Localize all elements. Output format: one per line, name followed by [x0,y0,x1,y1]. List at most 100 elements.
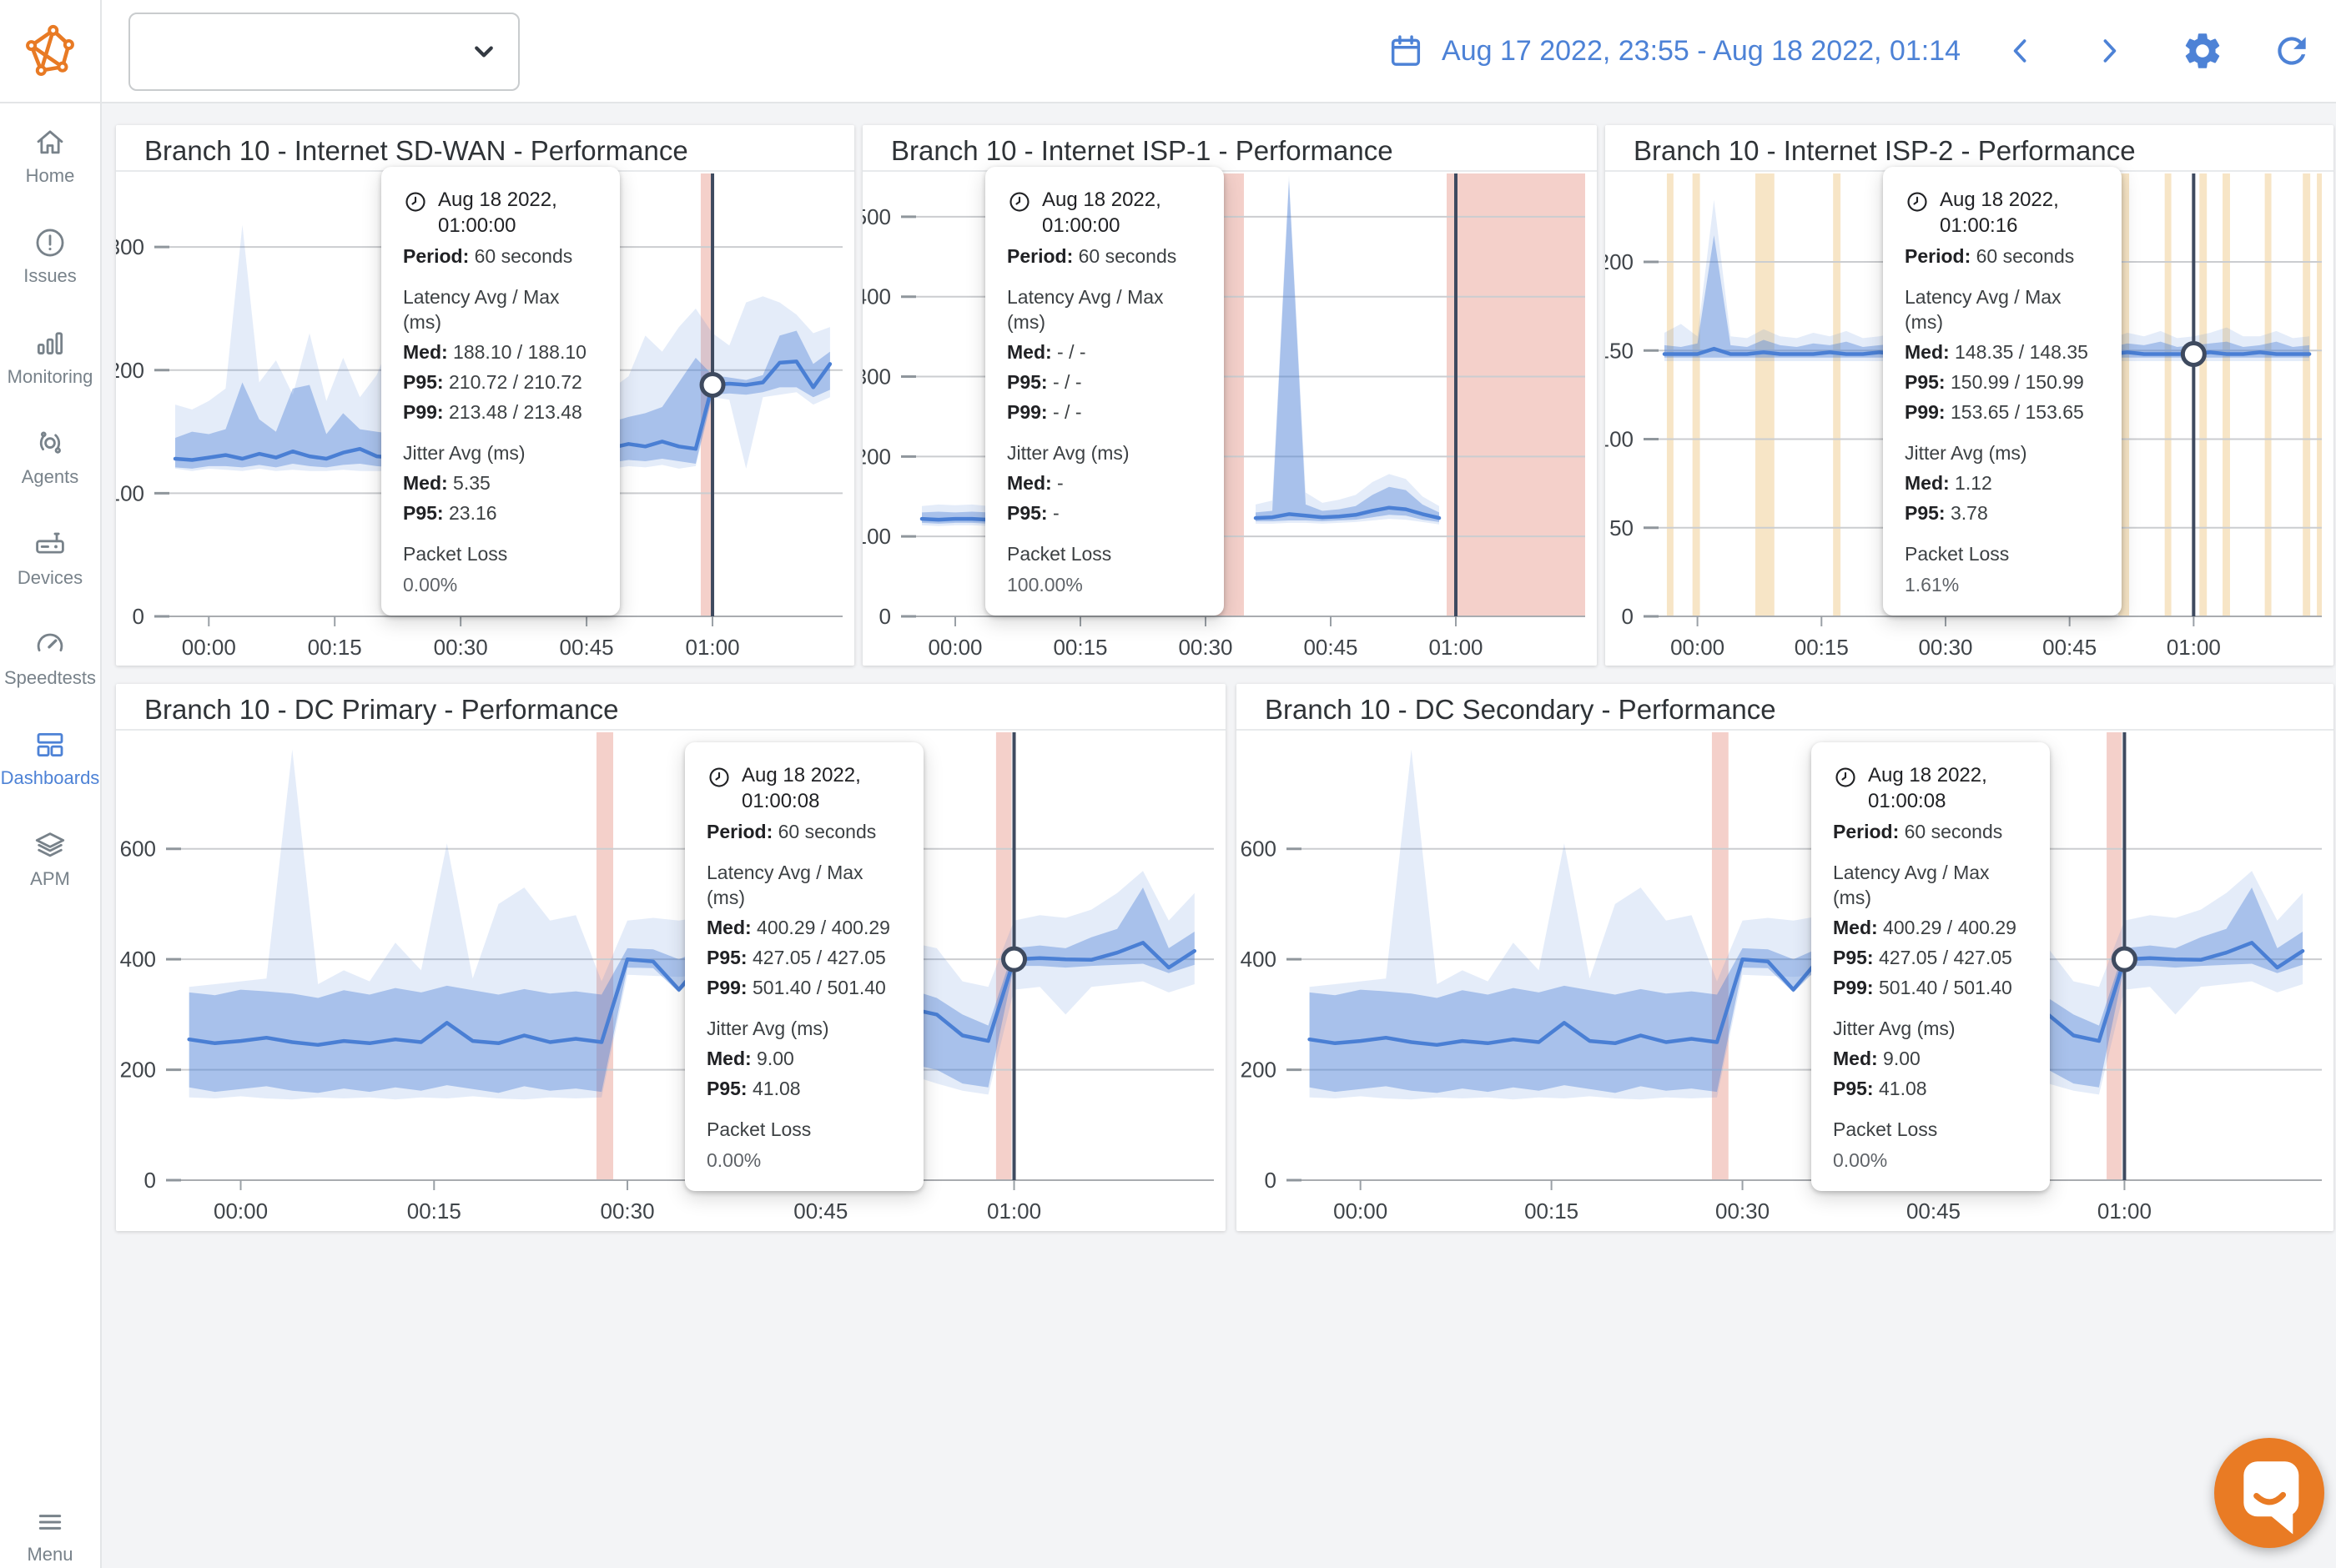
sidebar-item-issues[interactable]: Issues [0,225,100,287]
y-axis-label: 0 [879,604,891,629]
packet-loss-band-warning [2264,173,2272,616]
y-axis-label: 200 [1241,1058,1276,1083]
tooltip-metric-row: P95: 41.08 [707,1078,801,1099]
chevron-right-icon[interactable] [2091,33,2127,69]
tooltip-metric-row: P99: 501.40 / 501.40 [707,977,886,998]
x-axis-label: 00:30 [1715,1199,1770,1224]
tooltip-packet-loss-value: 0.00% [1833,1149,1888,1171]
x-axis-label: 00:30 [434,635,488,660]
y-axis-label: 200 [120,1058,156,1083]
tooltip-metric-row: P95: 427.05 / 427.05 [707,947,886,968]
tooltip-section-header: Jitter Avg (ms) [707,1018,829,1039]
tooltip-section-header: Jitter Avg (ms) [1905,442,2027,464]
performance-chart[interactable]: 0 100 200 300 400 500 00:00 00:15 00:30 00:45 01:0… [863,172,1597,666]
devices-icon [36,532,64,554]
menu-icon [38,1515,62,1530]
tooltip-packet-loss-value: 0.00% [403,574,458,596]
sidebar-item-menu[interactable]: Menu [0,1505,100,1565]
agents-icon [39,431,61,454]
app-logo[interactable] [0,0,100,103]
chart-tooltip: Aug 18 2022, 01:00:08 Period: 60 seconds La… [1811,742,2050,1191]
tooltip-metric-row: Period: 60 seconds [1007,245,1177,267]
x-axis-label: 00:30 [600,1199,654,1224]
sidebar-item-speedtests[interactable]: Speedtests [0,627,100,689]
latency-band-inner [1309,887,2303,1093]
tooltip-metric-row: Med: 148.35 / 148.35 [1905,341,2088,363]
x-axis-label: 00:45 [560,635,614,660]
chevron-left-icon[interactable] [2002,33,2039,69]
tooltip-metric-row: Med: 1.12 [1905,472,1992,494]
calendar-icon[interactable] [1387,32,1425,70]
x-axis-label: 00:45 [1303,635,1357,660]
sidebar-item-dashboards[interactable]: Dashboards [0,727,100,789]
packet-loss-band-warning [1666,173,1674,616]
tooltip-metric-row: Med: 9.00 [707,1048,794,1069]
chart-title: Branch 10 - Internet ISP-2 - Performance [1605,125,2333,172]
tooltip-packet-loss-value: 100.00% [1007,574,1083,596]
x-axis-label: 00:45 [2042,635,2097,660]
apm-icon [35,832,65,857]
tooltip-packet-loss-value: 1.61% [1905,574,1960,596]
sidebar-item-label: Monitoring [7,365,93,387]
y-axis-label: 200 [863,444,891,469]
packet-loss-band-warning [2223,173,2230,616]
x-axis-label: 00:45 [793,1199,848,1224]
y-axis-label: 50 [1609,515,1634,540]
chevron-down-icon [475,46,493,58]
dashboard-select[interactable] [128,13,520,91]
x-axis-label: 00:30 [1918,635,1972,660]
y-axis-label: 0 [144,1168,156,1193]
gear-icon[interactable] [2181,29,2224,73]
tooltip-section-header: Latency Avg / Max (ms) [707,862,863,908]
tooltip-metric-row: Period: 60 seconds [707,821,877,842]
y-axis-label: 600 [120,837,156,862]
cursor-marker [1001,946,1028,972]
sidebar-item-devices[interactable]: Devices [0,527,100,589]
tooltip-metric-row: P95: 3.78 [1905,502,1988,524]
chat-bubble-button[interactable] [2214,1438,2324,1548]
y-axis-label: 200 [116,358,144,383]
y-axis-label: 100 [1605,427,1634,452]
tooltip-metric-row: Period: 60 seconds [1833,821,2003,842]
chart-tooltip: Aug 18 2022, 01:00:08 Period: 60 seconds La… [685,742,924,1191]
y-axis-label: 0 [1265,1168,1276,1193]
latency-band-outer [175,224,830,471]
cursor-marker [699,371,726,398]
tooltip-metric-row: Med: - [1007,472,1064,494]
packet-loss-band-critical [1711,732,1729,1180]
latency-band-outer [1309,749,2303,1100]
tooltip-metric-row: P95: - [1007,502,1060,524]
speedtests-icon [37,633,63,652]
clock-icon [709,767,729,787]
tooltip-section-header: Packet Loss [403,543,508,565]
sidebar-item-home[interactable]: Home [0,125,100,187]
date-range-label[interactable]: Aug 17 2022, 23:55 - Aug 18 2022, 01:14 [1442,34,1961,67]
tooltip-metric-row: Period: 60 seconds [1905,245,2075,267]
packet-loss-band-warning [2303,173,2311,616]
y-axis-label: 200 [1605,249,1634,274]
tooltip-section-header: Packet Loss [707,1118,812,1140]
tooltip-metric-row: P95: 210.72 / 210.72 [403,371,582,393]
tooltip-section-header: Packet Loss [1905,543,2010,565]
issues-icon [36,229,64,257]
sidebar-item-label: Agents [21,466,79,488]
sidebar-item-agents[interactable]: Agents [0,426,100,488]
refresh-icon[interactable] [2271,30,2313,72]
tooltip-section-header: Latency Avg / Max (ms) [1007,286,1164,333]
chart-title: Branch 10 - Internet ISP-1 - Performance [863,125,1597,172]
performance-chart[interactable]: 0 200 400 600 00:00 00:15 00:30 00:45 01:00 [116,731,1226,1231]
tooltip-section-header: Latency Avg / Max (ms) [1905,286,2062,333]
x-axis-label: 00:15 [407,1199,461,1224]
latency-band-inner [175,330,830,469]
tooltip-timestamp: Aug 18 2022, 01:00:08 [1868,764,1987,812]
performance-chart[interactable]: 0 200 400 600 00:00 00:15 00:30 00:45 01:00 [1236,731,2333,1231]
sidebar-item-apm[interactable]: APM [0,828,100,890]
latency-band-outer [1256,175,1439,525]
packet-loss-band-critical [1447,173,1585,616]
tooltip-section-header: Latency Avg / Max (ms) [1833,862,1990,908]
dashboards-icon [37,733,63,757]
sidebar-item-monitoring[interactable]: Monitoring [0,326,100,388]
tooltip-section-header: Jitter Avg (ms) [1007,442,1130,464]
sidebar-item-label: Dashboards [0,767,100,789]
x-axis-label: 00:15 [1053,635,1107,660]
